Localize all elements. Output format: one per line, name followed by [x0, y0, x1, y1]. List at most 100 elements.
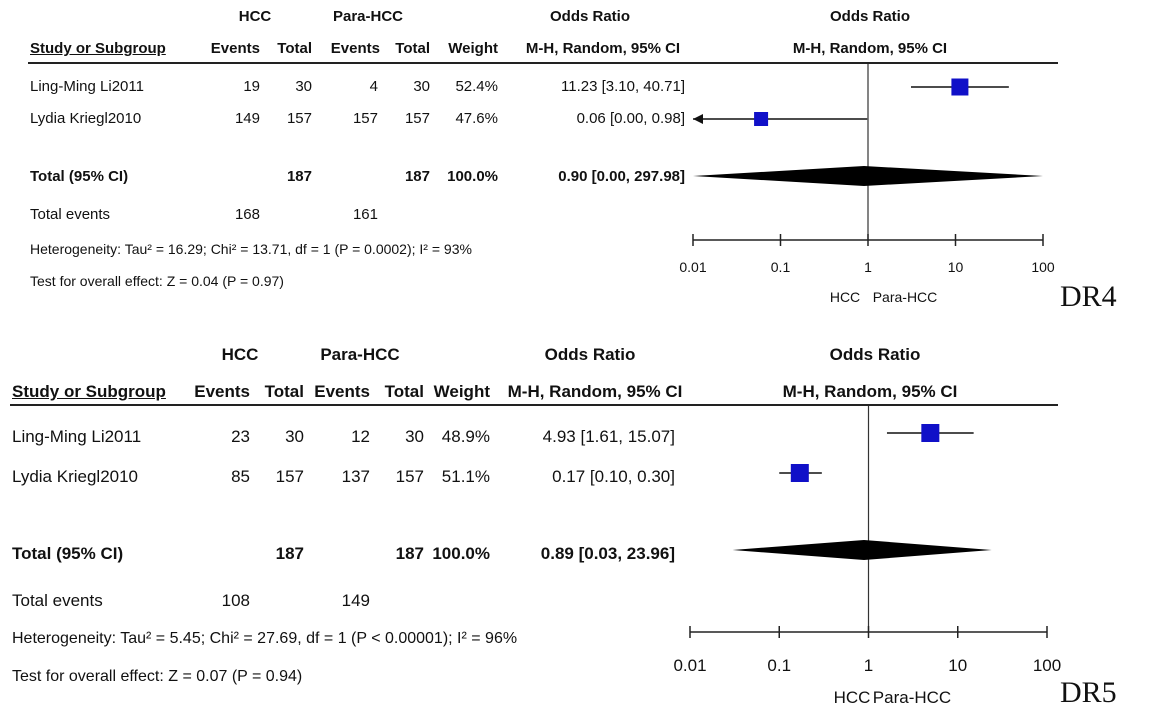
study-events-2: 157: [352, 110, 378, 127]
study-name: Ling-Ming Li2011: [12, 427, 142, 446]
col-method-right: M-H, Random, 95% CI: [782, 382, 958, 401]
favours-left-label: HCC: [834, 688, 871, 707]
study-ci: 0.17 [0.10, 0.30]: [552, 467, 675, 486]
panel-label: DR5: [1060, 676, 1117, 709]
col-method-left: M-H, Random, 95% CI: [525, 40, 681, 57]
total-ci: 0.90 [0.00, 297.98]: [558, 168, 685, 185]
study-events-1: 19: [243, 78, 260, 95]
or-title-left: Odds Ratio: [544, 345, 636, 364]
col-method-right: M-H, Random, 95% CI: [792, 40, 948, 57]
total-events-label: Total events: [12, 591, 103, 610]
heterogeneity-text: Heterogeneity: Tau² = 16.29; Chi² = 13.7…: [30, 241, 472, 257]
total-n-2: 187: [404, 168, 430, 185]
study-events-1: 85: [231, 467, 250, 486]
study-weight: 47.6%: [455, 110, 498, 127]
x-tick-label: 0.1: [771, 259, 791, 275]
group1-header: HCC: [238, 8, 272, 25]
study-weight: 52.4%: [455, 78, 498, 95]
study-total-1: 157: [275, 467, 304, 486]
col-events-1: Events: [194, 382, 250, 401]
header-rule: [28, 62, 1058, 64]
total-weight: 100.0%: [447, 168, 498, 185]
x-tick-label: 10: [948, 259, 964, 275]
or-title-right: Odds Ratio: [829, 8, 910, 25]
study-point-marker: [754, 112, 769, 126]
x-tick-label: 100: [1031, 259, 1055, 275]
total-n-1: 187: [275, 544, 304, 563]
total-n-2: 187: [395, 544, 424, 563]
favours-left-label: HCC: [830, 289, 860, 305]
or-title-right: Odds Ratio: [829, 345, 921, 364]
study-point-marker: [951, 78, 969, 96]
x-tick-label: 0.1: [767, 656, 791, 675]
study-total-2: 157: [395, 467, 424, 486]
study-name: Ling-Ming Li2011: [30, 78, 144, 95]
study-events-1: 23: [231, 427, 250, 446]
study-ci: 4.93 [1.61, 15.07]: [542, 427, 675, 446]
total-events-label: Total events: [30, 206, 111, 223]
col-method-left: M-H, Random, 95% CI: [507, 382, 683, 401]
or-title-left: Odds Ratio: [549, 8, 630, 25]
x-tick-label: 10: [948, 656, 967, 675]
total-ci: 0.89 [0.03, 23.96]: [540, 544, 675, 563]
col-study: Study or Subgroup: [30, 40, 166, 57]
col-events-2: Events: [314, 382, 370, 401]
total-events-2: 161: [352, 206, 378, 223]
study-total-2: 30: [405, 427, 424, 446]
forest-plot-dr4: 0.01 0.1 1 10 100 HCC Para-HCC: [679, 64, 1055, 305]
x-tick-label: 1: [864, 259, 872, 275]
col-events-1: Events: [210, 40, 260, 57]
total-label: Total (95% CI): [12, 544, 124, 563]
forest-plot-dr5: 0.01 0.1 1 10 100 HCC Para-HCC: [673, 406, 1061, 707]
total-weight: 100.0%: [432, 544, 490, 563]
overall-effect-text: Test for overall effect: Z = 0.07 (P = 0…: [12, 668, 303, 685]
col-events-2: Events: [330, 40, 380, 57]
study-weight: 48.9%: [441, 427, 490, 446]
study-total-1: 30: [295, 78, 312, 95]
forest-panel-dr4: HCC Para-HCC Odds Ratio Odds Ratio Study…: [0, 0, 1149, 355]
pooled-diamond: [693, 166, 1043, 186]
overall-effect-text: Test for overall effect: Z = 0.04 (P = 0…: [30, 273, 284, 289]
favours-right-label: Para-HCC: [873, 289, 938, 305]
pooled-diamond: [732, 540, 992, 560]
study-name: Lydia Kriegl2010: [30, 110, 142, 127]
total-events-2: 149: [341, 591, 370, 610]
study-total-2: 157: [404, 110, 430, 127]
x-tick-label: 1: [864, 656, 873, 675]
col-total-1: Total: [264, 382, 304, 401]
total-events-1: 108: [221, 591, 250, 610]
panel-label: DR4: [1060, 280, 1117, 313]
total-label: Total (95% CI): [30, 168, 129, 185]
study-total-2: 30: [413, 78, 430, 95]
total-events-1: 168: [234, 206, 260, 223]
study-events-1: 149: [234, 110, 260, 127]
study-weight: 51.1%: [441, 467, 490, 486]
study-total-1: 30: [285, 427, 304, 446]
col-total-2: Total: [384, 382, 424, 401]
group1-header: HCC: [221, 345, 259, 364]
group2-header: Para-HCC: [332, 8, 404, 25]
x-tick-label: 0.01: [679, 259, 706, 275]
col-weight: Weight: [448, 40, 498, 57]
study-events-2: 137: [341, 467, 370, 486]
x-tick-label: 100: [1033, 656, 1061, 675]
x-tick-label: 0.01: [673, 656, 706, 675]
col-weight: Weight: [433, 382, 490, 401]
col-study: Study or Subgroup: [12, 382, 166, 401]
study-events-2: 4: [369, 78, 378, 95]
ci-arrow-icon: [693, 114, 703, 124]
favours-right-label: Para-HCC: [873, 688, 951, 707]
header-rule: [10, 404, 1058, 406]
col-total-1: Total: [277, 40, 312, 57]
forest-panel-dr5: HCC Para-HCC Odds Ratio Odds Ratio Study…: [0, 340, 1149, 709]
study-events-2: 12: [351, 427, 370, 446]
study-total-1: 157: [286, 110, 312, 127]
study-point-marker: [921, 424, 940, 442]
total-n-1: 187: [286, 168, 312, 185]
heterogeneity-text: Heterogeneity: Tau² = 5.45; Chi² = 27.69…: [12, 630, 518, 647]
study-name: Lydia Kriegl2010: [12, 467, 139, 486]
study-ci: 0.06 [0.00, 0.98]: [576, 110, 685, 127]
group2-header: Para-HCC: [320, 345, 400, 364]
study-ci: 11.23 [3.10, 40.71]: [561, 78, 685, 95]
col-total-2: Total: [395, 40, 430, 57]
